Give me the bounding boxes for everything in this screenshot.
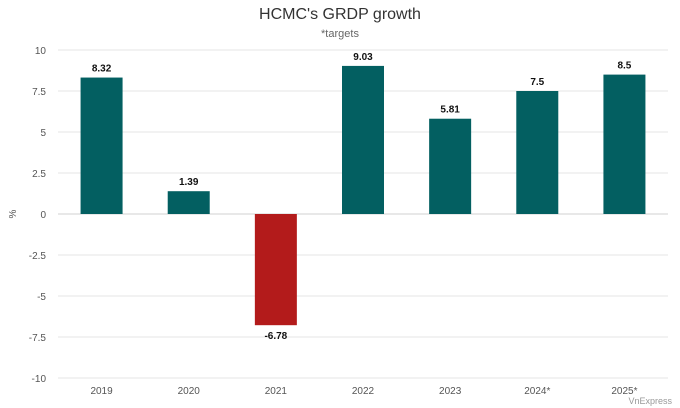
bar-2025	[603, 74, 646, 214]
y-tick-label: -10	[32, 374, 47, 385]
x-tick-label: 2025*	[611, 386, 637, 397]
data-label: 8.32	[92, 64, 112, 75]
gridlines	[58, 49, 668, 379]
y-tick-label: 10	[35, 46, 47, 57]
y-tick-label: -5	[37, 292, 46, 303]
data-label: 9.03	[353, 52, 373, 63]
y-tick-label: 5	[40, 128, 46, 139]
bar-2024	[516, 91, 559, 214]
y-axis-label: %	[8, 209, 19, 218]
x-tick-label: 2023	[439, 386, 462, 397]
x-tick-label: 2019	[90, 386, 113, 397]
bar-2022	[342, 65, 384, 215]
bar-2021	[254, 214, 297, 326]
y-tick-label: 2.5	[32, 169, 46, 180]
x-tick-label: 2020	[178, 386, 201, 397]
bar-2019	[80, 77, 123, 214]
chart-subtitle: *targets	[321, 28, 359, 40]
data-label: 5.81	[440, 105, 460, 116]
y-tick-label: -7.5	[29, 333, 47, 344]
data-label: -6.78	[264, 331, 287, 342]
source-credit: VnExpress	[628, 396, 672, 406]
data-labels: 8.32 1.39 -6.78 9.03 5.81 7.5 8.5	[92, 52, 632, 342]
bars	[80, 65, 646, 326]
x-axis-ticks: 2019 2020 2021 2022 2023 2024* 2025*	[90, 386, 637, 397]
y-tick-label: 0	[40, 210, 46, 221]
y-axis-ticks: 10 7.5 5 2.5 0 -2.5 -5 -7.5 -10	[29, 46, 47, 385]
bar-2020	[167, 191, 210, 214]
y-tick-label: 7.5	[32, 87, 46, 98]
bar-2023	[429, 118, 472, 214]
data-label: 1.39	[179, 177, 199, 188]
x-tick-label: 2022	[352, 386, 375, 397]
x-tick-label: 2021	[265, 386, 288, 397]
y-tick-label: -2.5	[29, 251, 47, 262]
chart-title: HCMC's GRDP growth	[259, 6, 421, 23]
data-label: 7.5	[530, 77, 544, 88]
x-tick-label: 2024*	[524, 386, 550, 397]
data-label: 8.5	[617, 61, 631, 72]
